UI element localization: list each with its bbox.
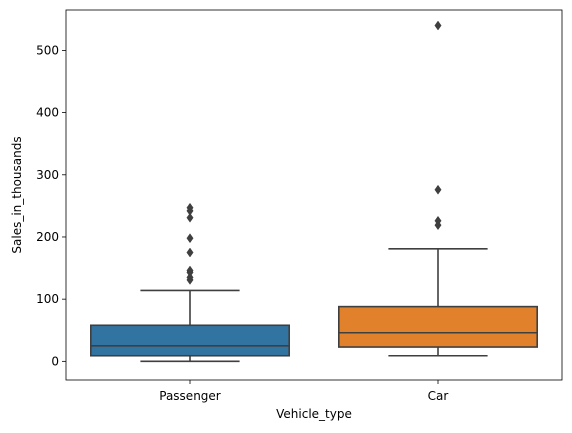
outlier-point [434, 184, 442, 195]
outlier-point [186, 233, 194, 244]
x-axis: Passenger Car [159, 380, 448, 403]
outlier-point [186, 247, 194, 258]
iqr-box [90, 324, 290, 357]
outlier-point [434, 215, 442, 226]
y-tick-label: 200 [36, 230, 59, 244]
y-tick-label: 300 [36, 168, 59, 182]
y-axis-label: Sales_in_thousands [10, 136, 24, 253]
outlier-point [186, 212, 194, 223]
iqr-box [337, 305, 538, 348]
outlier-point [186, 265, 194, 276]
box-car [337, 20, 538, 357]
x-tick-label: Passenger [159, 389, 221, 403]
y-tick-label: 400 [36, 106, 59, 120]
plot-frame [65, 9, 563, 381]
y-axis: 0 100 200 300 400 500 [36, 43, 66, 368]
outlier-point [434, 20, 442, 31]
plot-area [90, 20, 538, 363]
box-passenger [90, 202, 290, 363]
outlier-point [186, 272, 194, 283]
x-tick-label: Car [428, 389, 449, 403]
y-tick-label: 0 [51, 354, 59, 368]
y-tick-label: 500 [36, 43, 59, 57]
x-axis-label: Vehicle_type [276, 407, 352, 421]
outlier-point [186, 202, 194, 213]
y-tick-label: 100 [36, 292, 59, 306]
